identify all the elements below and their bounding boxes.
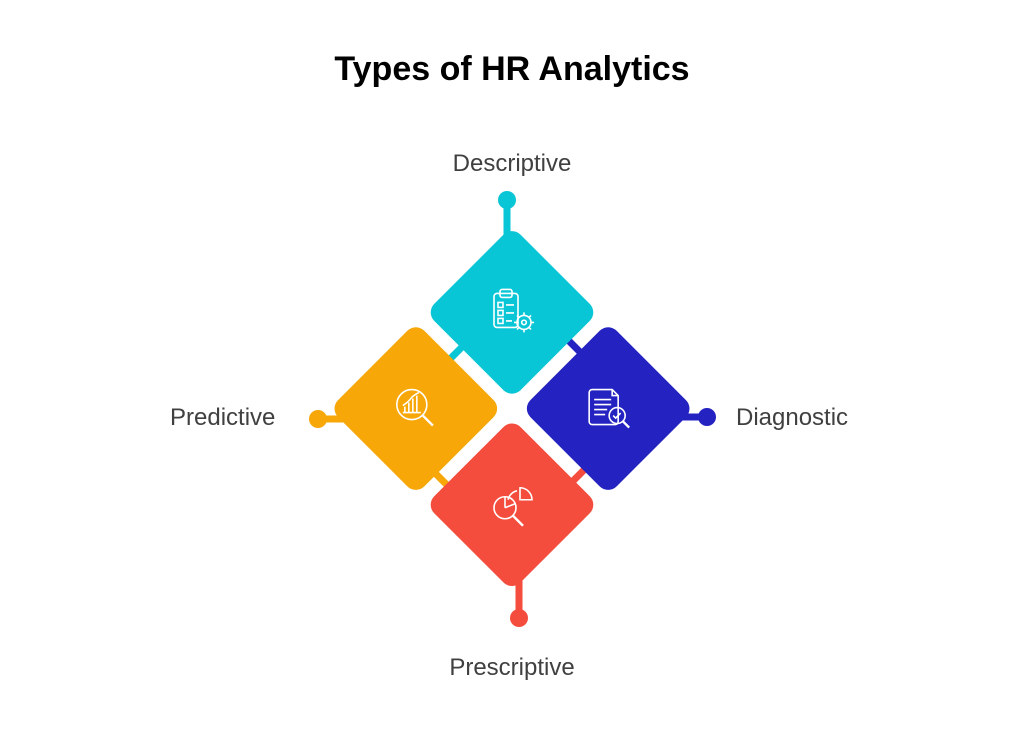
label-prescriptive: Prescriptive bbox=[0, 654, 1024, 682]
label-predictive: Predictive bbox=[170, 404, 275, 432]
document-magnifier-icon bbox=[581, 382, 635, 436]
diamond-grid bbox=[328, 226, 696, 594]
label-descriptive: Descriptive bbox=[0, 150, 1024, 178]
chart-magnifier-icon bbox=[389, 382, 443, 436]
connector-bottom-dot bbox=[510, 609, 528, 627]
label-diagnostic: Diagnostic bbox=[736, 404, 848, 432]
pie-magnifier-icon bbox=[485, 478, 539, 532]
connector-right-dot bbox=[698, 408, 716, 426]
connector-top-dot bbox=[498, 191, 516, 209]
infographic-stage: Types of HR Analytics bbox=[0, 0, 1024, 742]
page-title: Types of HR Analytics bbox=[0, 50, 1024, 89]
clipboard-gear-icon bbox=[485, 285, 539, 339]
connector-left-dot bbox=[309, 410, 327, 428]
